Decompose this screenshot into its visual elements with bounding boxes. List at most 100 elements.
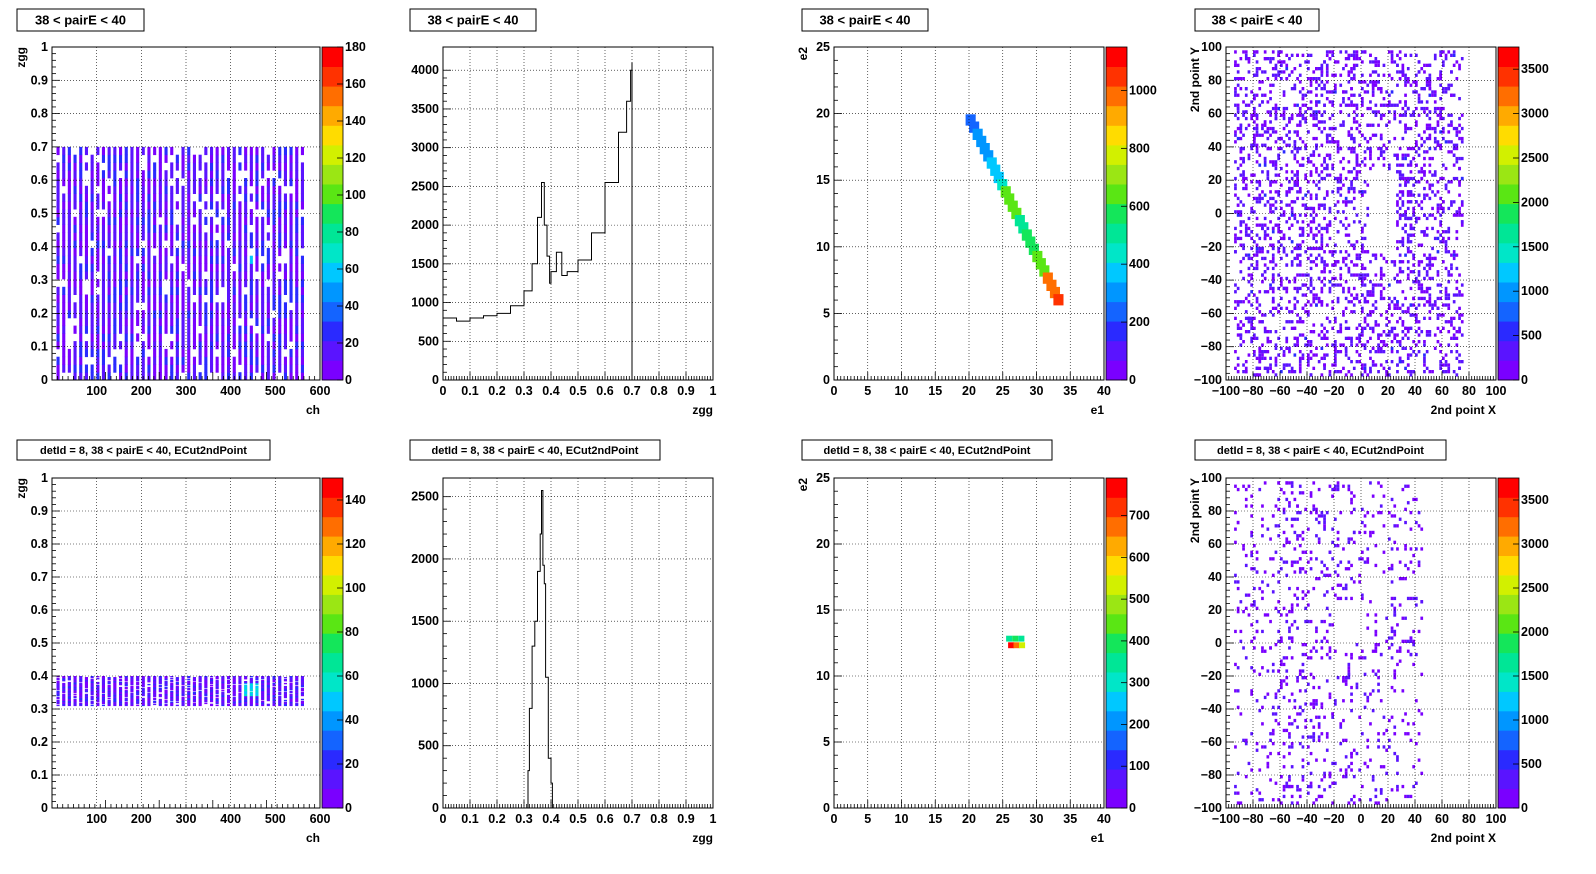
heatmap-cell	[1336, 176, 1340, 181]
heatmap-cell	[232, 294, 236, 303]
color-bar-segment	[322, 144, 343, 165]
heatmap-cell	[158, 690, 162, 693]
heatmap-cell	[1296, 173, 1299, 177]
heatmap-cell	[221, 247, 225, 257]
heatmap-cell	[56, 178, 60, 187]
heatmap-cell	[1382, 113, 1386, 117]
heatmap-cell	[1361, 306, 1364, 310]
heatmap-cell	[1255, 150, 1259, 154]
heatmap-cell	[1288, 180, 1291, 184]
heatmap-cell	[204, 216, 208, 225]
chart-title: 38 < pairE < 40	[1211, 13, 1302, 28]
heatmap-cell	[1417, 97, 1421, 101]
heatmap-cell	[67, 687, 71, 690]
heatmap-cell	[130, 263, 134, 272]
heatmap-cell	[1312, 260, 1316, 264]
heatmap-cell	[1285, 203, 1289, 207]
heatmap-cell	[295, 372, 299, 381]
heatmap-cell	[1323, 366, 1326, 370]
heatmap-cell	[1396, 370, 1399, 374]
heatmap-cell	[147, 677, 151, 679]
heatmap-cell	[1285, 193, 1289, 197]
heatmap-cell	[295, 170, 299, 179]
heatmap-cell	[266, 271, 270, 280]
z-tick-label: 2000	[1521, 195, 1549, 209]
heatmap-cell	[147, 696, 151, 699]
heatmap-cell	[1320, 113, 1324, 117]
heatmap-cell	[107, 686, 111, 689]
heatmap-cell	[67, 701, 71, 704]
heatmap-cell	[198, 209, 202, 218]
heatmap-cell	[84, 146, 88, 156]
heatmap-cell	[1342, 366, 1345, 370]
heatmap-cell	[1350, 310, 1353, 314]
heatmap-cell	[136, 286, 140, 295]
heatmap-cell	[1415, 313, 1418, 317]
heatmap-cell	[1347, 270, 1351, 274]
heatmap-cell	[90, 682, 94, 685]
heatmap-cell	[153, 681, 157, 683]
heatmap-cell	[1401, 113, 1405, 117]
heatmap-cell	[1401, 226, 1405, 231]
heatmap-cell	[300, 185, 304, 194]
z-tick-label: 400	[1129, 257, 1150, 271]
heatmap-cell	[73, 677, 77, 679]
heatmap-cell	[1234, 236, 1237, 241]
heatmap-cell	[255, 170, 259, 179]
heatmap-cell	[1258, 67, 1262, 71]
heatmap-cell	[1266, 200, 1270, 204]
heatmap-cell	[1336, 190, 1340, 194]
heatmap-cell	[283, 279, 287, 288]
heatmap-cell	[1374, 80, 1378, 84]
heatmap-cell	[221, 232, 225, 241]
heatmap-cell	[266, 247, 270, 257]
heatmap-cell	[215, 162, 219, 171]
heatmap-cell	[1371, 80, 1375, 84]
heatmap-cell	[1312, 353, 1316, 357]
heatmap-cell	[67, 702, 71, 705]
heatmap-cell	[170, 364, 174, 373]
heatmap-cell	[227, 255, 231, 264]
plot-content	[443, 62, 633, 380]
heatmap-cell	[1344, 256, 1348, 261]
heatmap-cell	[62, 294, 66, 303]
heatmap-cell	[1450, 350, 1453, 354]
heatmap-cell	[255, 247, 259, 257]
heatmap-cell	[136, 201, 140, 210]
heatmap-cell	[1236, 77, 1240, 81]
heatmap-cell	[90, 687, 94, 690]
heatmap-cell	[96, 193, 100, 202]
heatmap-cell	[113, 681, 117, 683]
heatmap-cell	[1450, 123, 1453, 127]
color-bar-segment	[1498, 164, 1519, 185]
heatmap-cell	[1361, 73, 1364, 77]
heatmap-cell	[1423, 303, 1426, 307]
heatmap-cell	[261, 333, 265, 342]
heatmap-cell	[1317, 300, 1321, 304]
heatmap-cell	[1307, 130, 1310, 134]
heatmap-cell	[232, 364, 236, 373]
heatmap-cell	[73, 255, 77, 264]
y-tick-label: 0.6	[31, 173, 48, 187]
heatmap-cell	[1358, 190, 1361, 194]
heatmap-cell	[1253, 210, 1256, 214]
heatmap-cell	[1334, 83, 1337, 87]
heatmap-cell	[1244, 186, 1248, 191]
heatmap-cell	[158, 689, 162, 692]
heatmap-cell	[96, 333, 100, 342]
heatmap-cell	[232, 209, 236, 218]
heatmap-cell	[1317, 276, 1321, 281]
heatmap-cell	[1325, 353, 1329, 357]
heatmap-cell	[181, 193, 185, 202]
heatmap-cell	[1046, 279, 1057, 291]
heatmap-cell	[1320, 373, 1324, 377]
heatmap-cell	[1242, 50, 1245, 54]
heatmap-cell	[136, 681, 140, 684]
heatmap-cell	[62, 684, 66, 687]
heatmap-cell	[1261, 226, 1264, 231]
heatmap-cell	[79, 684, 83, 687]
heatmap-cell	[1263, 230, 1267, 234]
heatmap-cell	[1425, 150, 1429, 154]
heatmap-cell	[1261, 356, 1264, 360]
heatmap-cell	[67, 170, 71, 179]
